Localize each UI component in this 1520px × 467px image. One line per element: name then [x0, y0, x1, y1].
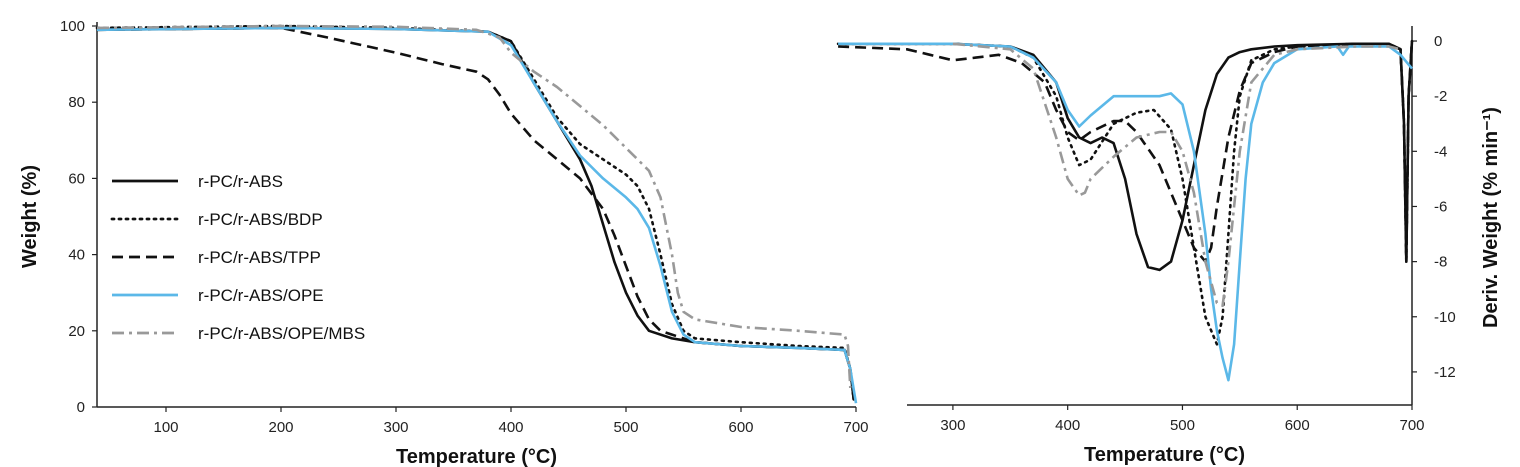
x-tick-label: 600 — [1285, 417, 1310, 434]
y-tick-label: -2 — [1434, 88, 1447, 105]
x-tick-label: 300 — [383, 419, 408, 436]
x-tick-label: 500 — [613, 419, 638, 436]
x-tick-label: 600 — [728, 419, 753, 436]
left-weight-chart: 100 200 300 400 500 600 700 0 20 40 60 80 100 Tempera… — [19, 18, 869, 467]
series-line-right-2 — [838, 40, 1414, 263]
y-tick-label: -10 — [1434, 309, 1456, 326]
series-line-left-4 — [96, 24, 852, 388]
y-tick-label: 0 — [77, 399, 85, 416]
legend-label: r-PC/r-ABS/BDP — [198, 210, 323, 229]
series-line-right-1 — [836, 39, 1414, 346]
x-axis-title-left: Temperature (°C) — [396, 446, 557, 467]
series-line-right-3 — [838, 42, 1413, 382]
x-tick-label: 400 — [1055, 417, 1080, 434]
legend: r-PC/r-ABS r-PC/r-ABS/BDP r-PC/r-ABS/TPP r-… — [110, 172, 365, 343]
x-tick-label: 700 — [843, 419, 868, 436]
series-line-right-4 — [952, 42, 1401, 307]
x-tick-label: 700 — [1399, 417, 1424, 434]
x-axis-title-right: Temperature (°C) — [1084, 444, 1245, 466]
y-tick-label: 80 — [68, 94, 85, 111]
x-tick-label: 400 — [498, 419, 523, 436]
legend-label: r-PC/r-ABS/OPE/MBS — [198, 324, 365, 343]
x-tick-label: 500 — [1170, 417, 1195, 434]
series-line-right-0 — [838, 40, 1414, 272]
y-tick-label: -12 — [1434, 364, 1456, 381]
x-tick-label: 100 — [153, 419, 178, 436]
y-tick-label: 20 — [68, 323, 85, 340]
series-line-left-3 — [96, 26, 858, 404]
y-tick-label: -8 — [1434, 254, 1447, 271]
right-derivative-chart: 300 400 500 600 700 0 -2 -4 -6 -8 -10 -12 Temperatur… — [836, 26, 1502, 466]
x-tick-label: 300 — [940, 417, 965, 434]
legend-label: r-PC/r-ABS/TPP — [198, 248, 321, 267]
y-axis-title-left: Weight (%) — [19, 165, 41, 268]
y-tick-label: -4 — [1434, 143, 1447, 160]
y-axis-title-right: Deriv. Weight (% min⁻¹) — [1480, 107, 1502, 328]
x-tick-label: 200 — [268, 419, 293, 436]
y-tick-label: 60 — [68, 170, 85, 187]
y-tick-label: 40 — [68, 247, 85, 264]
y-tick-label: -6 — [1434, 198, 1447, 215]
y-tick-label: 0 — [1434, 33, 1442, 50]
legend-label: r-PC/r-ABS/OPE — [198, 286, 324, 305]
y-tick-label: 100 — [60, 18, 85, 35]
legend-label: r-PC/r-ABS — [198, 172, 283, 191]
